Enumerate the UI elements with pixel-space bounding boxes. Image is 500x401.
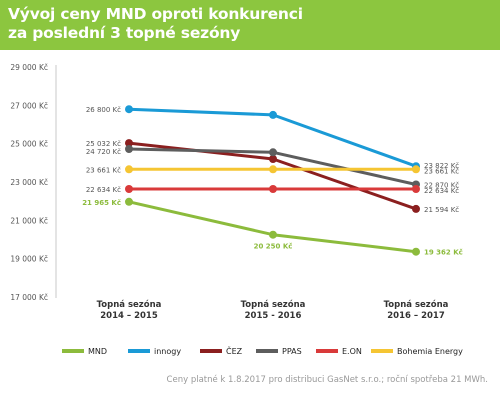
data-point-innogy [269, 110, 277, 119]
data-point-PPAS [269, 148, 277, 157]
x-category-label: Topná sezóna [241, 299, 306, 310]
data-point-E.ON [269, 185, 277, 193]
footnote: Ceny platné k 1.8.2017 pro distribuci Ga… [166, 375, 488, 385]
y-tick-label: 29 000 Kč [10, 63, 48, 72]
data-label: 20 250 Kč [254, 243, 293, 251]
data-label: 19 362 Kč [424, 249, 463, 257]
data-point-Bohemia Energy [269, 165, 277, 174]
legend-label: innogy [154, 347, 181, 356]
data-point-MND [269, 230, 277, 239]
y-tick-label: 27 000 Kč [10, 101, 48, 110]
x-category-label: Topná sezóna [384, 299, 449, 310]
data-label: 24 720 Kč [86, 148, 121, 156]
chart-title-line-1: Vývoj ceny MND oproti konkurenci [8, 5, 303, 23]
x-category-label: 2016 – 2017 [387, 311, 445, 321]
data-point-E.ON [412, 185, 420, 193]
data-label: 26 800 Kč [86, 106, 121, 114]
data-point-E.ON [125, 185, 133, 193]
data-label: 22 634 Kč [424, 187, 459, 195]
y-tick-label: 21 000 Kč [10, 216, 48, 225]
data-point-ČEZ [269, 155, 277, 163]
data-point-innogy [125, 105, 133, 114]
chart-title: Vývoj ceny MND oproti konkurenci za posl… [8, 5, 303, 43]
data-label: 25 032 Kč [86, 140, 121, 148]
data-label: 21 965 Kč [82, 199, 121, 207]
legend-label: MND [88, 347, 107, 356]
data-label: 23 661 Kč [424, 167, 459, 175]
chart-title-line-2: za poslední 3 topné sezóny [8, 24, 241, 42]
legend-label: Bohemia Energy [397, 347, 463, 356]
x-category-label: 2015 - 2016 [245, 311, 302, 321]
y-tick-label: 23 000 Kč [10, 178, 48, 187]
legend-label: ČEZ [226, 345, 243, 356]
data-label: 22 870 Kč [424, 181, 459, 189]
x-category-label: 2014 – 2015 [100, 311, 158, 321]
data-label: 23 822 Kč [424, 162, 459, 170]
data-point-Bohemia Energy [125, 165, 133, 174]
data-point-MND [412, 247, 420, 256]
data-point-Bohemia Energy [412, 165, 420, 174]
data-point-MND [125, 197, 133, 206]
y-tick-label: 19 000 Kč [10, 255, 48, 264]
y-tick-label: 17 000 Kč [10, 293, 48, 302]
x-category-label: Topná sezóna [97, 299, 162, 310]
data-label: 22 634 Kč [86, 186, 121, 194]
data-point-PPAS [125, 145, 133, 153]
legend-label: E.ON [342, 347, 362, 356]
data-label: 21 594 Kč [424, 206, 459, 214]
title-banner: Vývoj ceny MND oproti konkurenci za posl… [0, 0, 500, 50]
data-label: 23 661 Kč [86, 166, 121, 174]
legend-label: PPAS [282, 347, 302, 356]
data-point-ČEZ [412, 204, 420, 213]
data-point-ČEZ [125, 139, 133, 148]
y-tick-label: 25 000 Kč [10, 140, 48, 149]
